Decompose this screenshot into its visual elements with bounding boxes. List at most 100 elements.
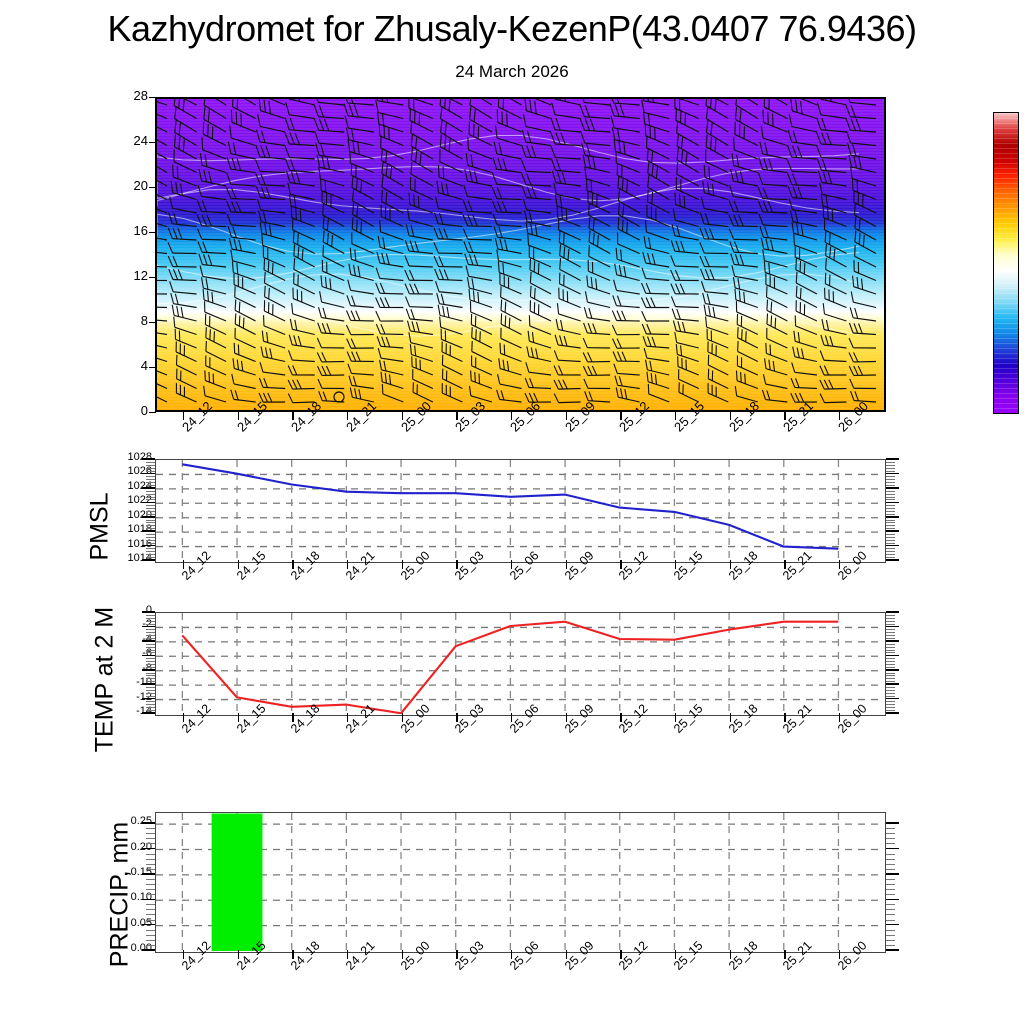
precip-yminor-right — [886, 853, 895, 855]
temp-ytick — [142, 697, 155, 700]
temp-yminor — [146, 695, 155, 697]
pmsl-yminor-right — [886, 482, 895, 484]
temp-yminor — [146, 704, 155, 706]
temp-yminor-right — [886, 663, 895, 665]
pmsl-yminor-right — [886, 490, 895, 492]
pmsl-yminor — [146, 557, 155, 559]
pmsl-yminor — [146, 482, 155, 484]
pmsl-yminor-right — [886, 513, 895, 515]
pmsl-yminor — [146, 519, 155, 521]
temp-ytick-label: -14 — [136, 705, 152, 717]
temp-yminor-right — [886, 617, 895, 619]
pmsl-yminor-right — [886, 467, 895, 469]
precip-yminor-right — [886, 934, 895, 936]
vertical-profile-plot[interactable] — [155, 97, 886, 412]
precip-yminor — [146, 843, 155, 845]
profile-ytick-label: 0 — [140, 403, 148, 418]
precip-yminor — [146, 929, 155, 931]
pmsl-ytick — [142, 487, 155, 489]
precip-yminor-right — [886, 828, 895, 830]
precip-yminor-right — [886, 889, 895, 891]
pmsl-yminor-right — [886, 464, 895, 466]
pmsl-yminor — [146, 484, 155, 486]
precip-yminor — [146, 889, 155, 891]
precip-yminor — [146, 944, 155, 946]
pmsl-yminor-right — [886, 525, 895, 527]
pmsl-yminor-right — [886, 470, 895, 472]
pmsl-yminor — [146, 513, 155, 515]
pmsl-yminor-right — [886, 551, 895, 553]
precip-xtick — [292, 950, 294, 959]
temp-xtick — [346, 713, 349, 722]
temp-yminor — [146, 635, 155, 637]
profile-xtick — [674, 412, 677, 420]
precip-yminor-right — [886, 878, 895, 880]
temp-xtick — [565, 713, 568, 722]
pmsl-yminor — [146, 467, 155, 469]
temp-yminor-right — [886, 666, 895, 668]
temp-yminor — [146, 675, 155, 677]
pmsl-yminor-right — [886, 493, 895, 495]
temp-yminor — [146, 643, 155, 645]
profile-ytick-label: 4 — [140, 358, 148, 373]
profile-ytick-label: 20 — [133, 178, 148, 193]
temp-yminor-right — [886, 635, 895, 637]
pmsl-ytick-right — [886, 487, 899, 489]
pmsl-yminor — [146, 539, 155, 541]
temp-yminor — [146, 658, 155, 660]
temp-yminor-right — [886, 695, 895, 697]
pmsl-yminor-right — [886, 476, 895, 478]
pmsl-xtick — [510, 560, 513, 569]
pmsl-ytick-label: 1020 — [127, 508, 152, 521]
pmsl-xtick — [674, 560, 677, 569]
pmsl-ytick-label: 1014 — [127, 552, 152, 564]
pmsl-xtick — [729, 560, 732, 569]
temp-yminor-right — [886, 658, 895, 660]
temp-yminor — [146, 701, 155, 703]
temp-yminor — [146, 689, 155, 691]
pmsl-yminor — [146, 542, 155, 544]
pmsl-xtick — [456, 560, 458, 569]
pmsl-ytick-label: 1022 — [127, 494, 152, 507]
temp-yminor — [146, 620, 155, 622]
temp-plot[interactable] — [155, 612, 886, 716]
pmsl-yminor-right — [886, 499, 895, 501]
precip-plot[interactable] — [155, 812, 886, 953]
precip-yminor — [146, 863, 155, 865]
precip-yminor-right — [886, 868, 895, 870]
temp-ytick-right — [886, 640, 899, 642]
pmsl-yminor-right — [886, 536, 895, 538]
temp-yminor-right — [886, 623, 895, 625]
precip-xtick — [565, 950, 568, 959]
precip-yminor — [146, 828, 155, 830]
pmsl-yminor-right — [886, 557, 895, 559]
temp-yminor-right — [886, 643, 895, 645]
temp-yminor — [146, 666, 155, 668]
temp-ytick — [142, 640, 155, 642]
profile-ytick — [149, 96, 156, 98]
pmsl-yminor — [146, 522, 155, 524]
pmsl-plot[interactable] — [155, 459, 886, 563]
temp-ytick — [142, 669, 155, 671]
precip-yminor — [146, 939, 155, 941]
temp-ytick-right — [886, 683, 899, 685]
temp-ytick-right — [886, 712, 899, 714]
precip-yminor — [146, 904, 155, 906]
precip-ytick-label: 0.05 — [130, 916, 152, 929]
pmsl-yminor — [146, 479, 155, 481]
precip-xtick — [510, 950, 513, 959]
temp-ytick — [142, 683, 155, 685]
profile-xtick — [838, 412, 841, 420]
pmsl-yminor-right — [886, 522, 895, 524]
profile-ytick-label: 8 — [140, 313, 148, 328]
pmsl-ytick-label: 1018 — [127, 523, 152, 536]
pmsl-yminor-right — [886, 505, 895, 507]
pmsl-xtick — [182, 560, 185, 569]
temp-yminor-right — [886, 681, 895, 683]
pmsl-yminor — [146, 470, 155, 472]
temp-yminor — [146, 692, 155, 694]
pmsl-xtick — [838, 560, 841, 569]
precip-xtick — [729, 950, 732, 959]
pmsl-yminor — [146, 476, 155, 478]
temp-yminor — [146, 617, 155, 619]
